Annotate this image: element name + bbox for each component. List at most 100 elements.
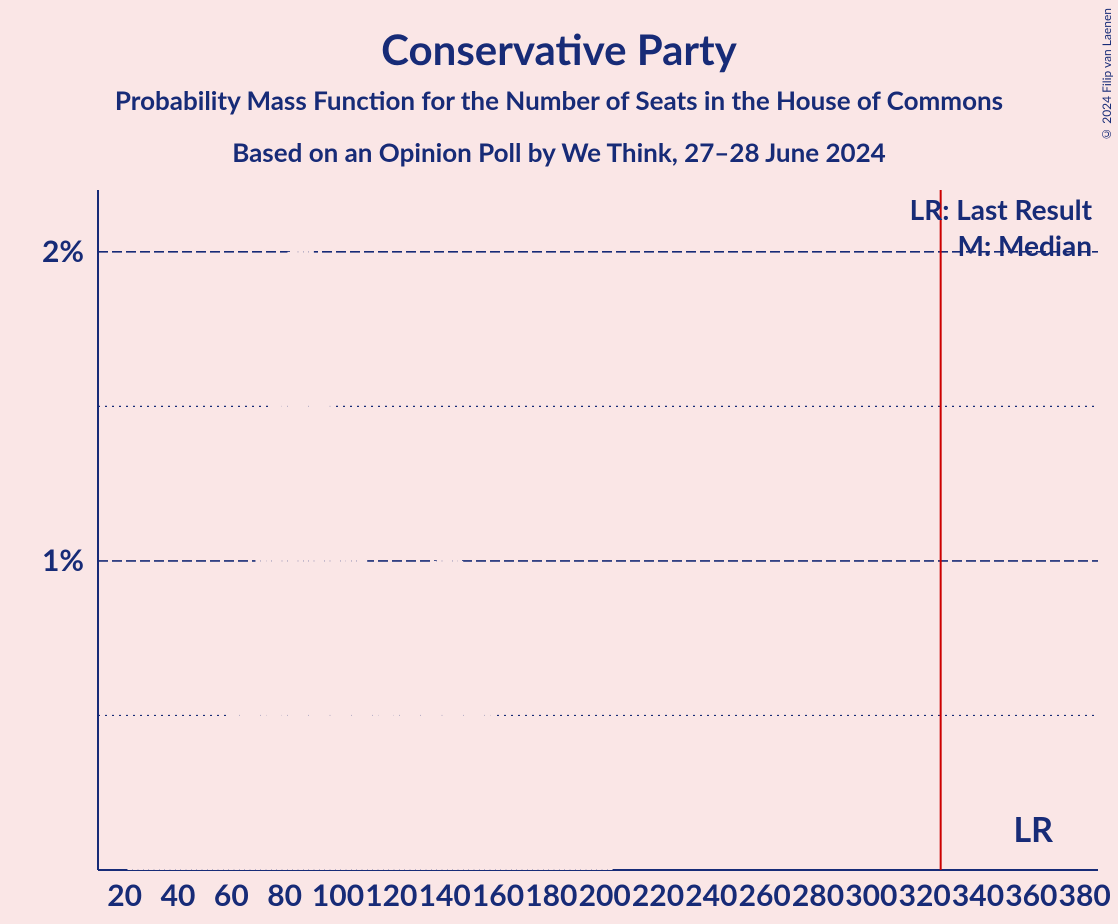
pmf-bar (586, 861, 591, 870)
chart-subtitle1: Probability Mass Function for the Number… (0, 84, 1118, 116)
pmf-bar (474, 626, 479, 870)
pmf-bar (197, 811, 202, 870)
pmf-bar (591, 864, 596, 870)
pmf-bar (458, 561, 463, 870)
x-tick-label: 320 (899, 877, 951, 913)
pmf-bar (330, 382, 335, 870)
pmf-bar (303, 227, 308, 870)
pmf-bar (378, 604, 383, 870)
pmf-bar (469, 601, 474, 870)
legend-m: M: Median (958, 228, 1092, 262)
x-tick-label: 120 (365, 877, 417, 913)
x-tick-label: 220 (632, 877, 684, 913)
pmf-bar (165, 851, 170, 870)
pmf-bar (202, 799, 207, 870)
pmf-bar (277, 348, 282, 870)
pmf-bar (143, 864, 148, 870)
pmf-bar (218, 753, 223, 870)
x-tick-label: 180 (525, 877, 577, 913)
x-tick-label: 40 (161, 877, 196, 913)
pmf-bar (437, 549, 442, 870)
pmf-bar (490, 700, 495, 870)
pmf-bar (239, 647, 244, 870)
y-tick-label: 2% (42, 233, 84, 269)
y-tick-label: 1% (42, 542, 84, 578)
pmf-bar (127, 867, 132, 870)
pmf-bar (325, 345, 330, 870)
pmf-bar (426, 576, 431, 870)
pmf-bar (133, 867, 138, 870)
pmf-bar (213, 771, 218, 870)
pmf-bar (170, 848, 175, 870)
x-tick-label: 20 (107, 877, 142, 913)
pmf-bar (373, 592, 378, 870)
pmf-bar (335, 419, 340, 870)
pmf-bar (287, 252, 292, 870)
pmf-bar (186, 830, 191, 870)
chart-subtitle2: Based on an Opinion Poll by We Think, 27… (0, 136, 1118, 168)
pmf-bar (245, 613, 250, 870)
pmf-bar (607, 867, 612, 870)
x-tick-label: 360 (1005, 877, 1057, 913)
pmf-bar (575, 855, 580, 870)
pmf-bar (383, 613, 388, 870)
pmf-bar (394, 623, 399, 870)
pmf-bar (357, 536, 362, 870)
pmf-bar (463, 579, 468, 870)
pmf-bar (234, 678, 239, 870)
x-tick-label: 340 (952, 877, 1004, 913)
x-tick-label: 380 (1059, 877, 1111, 913)
pmf-bar (501, 740, 506, 870)
pmf-bar (410, 613, 415, 870)
pmf-bar (261, 493, 266, 870)
pmf-bar (581, 858, 586, 870)
pmf-chart: LR: Last ResultM: MedianLR1%2%2040608010… (0, 180, 1118, 920)
pmf-bar (159, 855, 164, 870)
pmf-bar (346, 484, 351, 870)
pmf-bar (367, 576, 372, 870)
pmf-bar (223, 731, 228, 870)
pmf-bar (559, 845, 564, 870)
pmf-bar (314, 273, 319, 870)
pmf-bar (453, 549, 458, 870)
pmf-bar (138, 864, 143, 870)
pmf-bar (421, 592, 426, 870)
pmf-bar (597, 864, 602, 870)
pmf-bar (527, 808, 532, 870)
pmf-bar (511, 774, 516, 870)
pmf-bar (415, 604, 420, 870)
pmf-bar (229, 706, 234, 870)
pmf-bar (341, 453, 346, 870)
pmf-bar (154, 858, 159, 870)
pmf-bar (405, 620, 410, 870)
pmf-bar (309, 246, 314, 870)
x-tick-label: 140 (419, 877, 471, 913)
lr-label: LR (1013, 809, 1053, 850)
pmf-bar (266, 447, 271, 870)
pmf-bar (293, 227, 298, 870)
pmf-bar (207, 787, 212, 870)
pmf-bar (250, 576, 255, 870)
pmf-bar (565, 848, 570, 870)
pmf-bar (479, 651, 484, 870)
pmf-bar (517, 787, 522, 870)
pmf-bar (447, 542, 452, 870)
x-tick-label: 300 (845, 877, 897, 913)
pmf-bar (298, 221, 303, 870)
x-tick-label: 100 (312, 877, 364, 913)
legend-lr: LR: Last Result (910, 192, 1093, 226)
pmf-bar (282, 298, 287, 870)
x-tick-label: 60 (214, 877, 249, 913)
pmf-bar (570, 851, 575, 870)
pmf-bar (554, 842, 559, 870)
pmf-bar (485, 675, 490, 870)
pmf-bar (549, 836, 554, 870)
x-tick-label: 260 (739, 877, 791, 913)
pmf-bar (255, 536, 260, 870)
x-tick-label: 280 (792, 877, 844, 913)
pmf-bar (175, 842, 180, 870)
chart-title: Conservative Party (0, 24, 1118, 74)
x-tick-label: 160 (472, 877, 524, 913)
pmf-bar (522, 799, 527, 870)
pmf-bar (442, 542, 447, 870)
